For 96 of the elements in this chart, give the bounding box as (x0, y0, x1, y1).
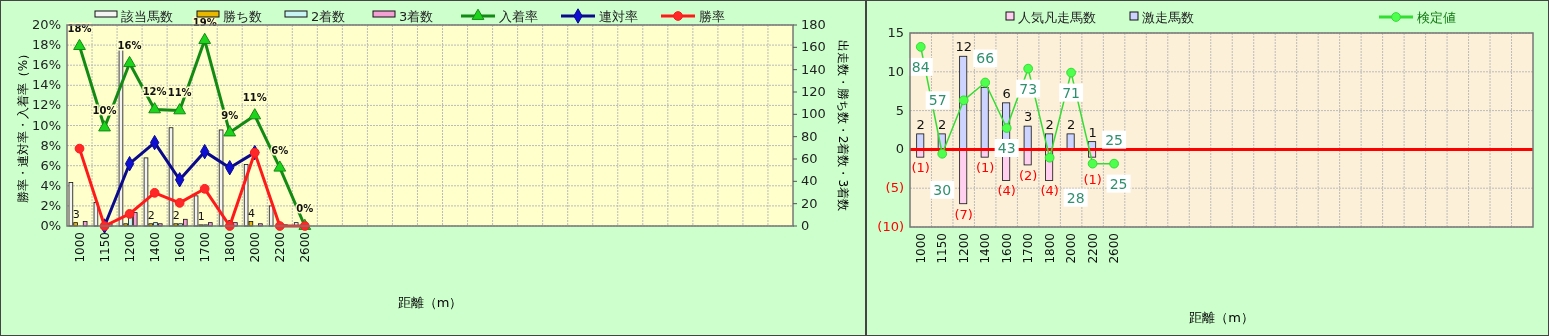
data-label: 2 (172, 208, 180, 222)
x-tick-label: 1000 (72, 232, 87, 263)
data-label: 2 (916, 116, 925, 132)
y2-axis-title: 出走数・勝ち数・2着数・3着数 (836, 39, 850, 212)
data-label: 2 (938, 116, 947, 132)
data-label: 84 (911, 58, 930, 75)
y-tick-label: 18% (32, 37, 61, 53)
data-label: 4 (247, 206, 255, 220)
y-tick-label: 10 (887, 63, 904, 79)
x-tick-label: 2000 (1064, 233, 1079, 264)
data-label: 71 (1062, 84, 1081, 101)
x-tick-label: 2200 (272, 232, 287, 263)
data-label: 1 (197, 209, 205, 223)
data-label: 6 (1002, 85, 1011, 101)
data-label: 18% (67, 23, 92, 35)
data-label: 57 (928, 92, 947, 109)
data-label: 3 (72, 207, 80, 221)
x-tick-label: 2200 (1085, 233, 1100, 264)
y2-tick-label: 0 (801, 218, 810, 233)
x-tick-label: 1000 (913, 233, 928, 264)
y-tick-label: 2% (40, 197, 61, 213)
data-label: 2 (1045, 116, 1054, 132)
y-tick-label: (10) (877, 219, 904, 234)
legend-label: 3着数 (399, 9, 434, 24)
y-tick-label: 4% (40, 177, 61, 193)
x-tick-label: 1800 (1042, 233, 1057, 264)
data-label: 43 (997, 140, 1016, 157)
y-tick-label: (5) (885, 180, 904, 196)
x-tick-label: 1150 (97, 232, 112, 263)
x-axis-title: 距離（m） (397, 295, 463, 310)
data-label: 66 (976, 50, 995, 67)
x-tick-label: 1200 (956, 233, 971, 264)
y2-tick-label: 60 (801, 151, 818, 166)
x-tick-label: 1600 (999, 233, 1014, 264)
x-tick-label: 1700 (1021, 233, 1036, 264)
y-tick-label: 5 (895, 102, 904, 118)
x-tick-label: 1800 (222, 232, 237, 263)
y2-tick-label: 140 (801, 61, 826, 77)
x-tick-label: 1400 (147, 232, 162, 263)
data-label: 25 (1109, 175, 1128, 192)
x-tick-label: 1600 (172, 232, 187, 263)
x-tick-label: 1200 (122, 232, 137, 263)
data-label: 19% (192, 17, 217, 29)
legend-label: 2着数 (311, 9, 346, 24)
data-label: (4) (997, 183, 1016, 199)
y2-tick-label: 80 (801, 128, 818, 144)
data-label: 1 (1088, 124, 1097, 140)
legend-label: 連対率 (599, 9, 638, 24)
data-label: (1) (975, 160, 995, 176)
x-tick-label: 2600 (1107, 233, 1122, 264)
legend-label: 該当馬数 (121, 9, 173, 24)
x-tick-label: 2600 (297, 232, 312, 263)
data-label: 11% (242, 92, 267, 104)
data-label: 3 (1024, 109, 1033, 125)
y-tick-label: 20% (32, 17, 61, 32)
y2-tick-label: 20 (801, 195, 818, 211)
y2-tick-label: 40 (801, 173, 818, 189)
legend-label: 入着率 (499, 9, 538, 24)
y-tick-label: 8% (40, 137, 61, 153)
data-label: 12 (955, 39, 972, 55)
y2-tick-label: 100 (801, 106, 826, 122)
data-label: 2 (147, 208, 155, 222)
y-tick-label: 12% (32, 97, 61, 113)
y-axis-title: 勝率・連対率・入着率（%） (16, 47, 30, 204)
legend-label: 検定値 (1417, 10, 1456, 25)
data-label: 73 (1019, 80, 1038, 97)
y-tick-label: 0% (40, 218, 61, 233)
y-tick-label: 14% (32, 77, 61, 93)
legend-label: 激走馬数 (1142, 10, 1194, 25)
x-axis-title: 距離（m） (1189, 310, 1254, 325)
data-label: (1) (911, 160, 930, 176)
legend-label: 勝ち数 (223, 9, 262, 24)
x-tick-label: 2000 (247, 232, 262, 263)
legend-label: 勝率 (699, 9, 725, 24)
x-tick-label: 1150 (935, 233, 950, 264)
data-label: 6% (271, 144, 289, 156)
data-label: 2 (1066, 116, 1076, 132)
y-tick-label: 10% (32, 117, 61, 133)
y-tick-label: 15 (887, 25, 904, 40)
data-label: (1) (1083, 172, 1102, 188)
data-label: 16% (117, 40, 142, 52)
data-label: 30 (933, 181, 952, 198)
x-tick-label: 1700 (197, 232, 212, 263)
y2-tick-label: 160 (801, 39, 826, 55)
data-label: 25 (1105, 131, 1123, 148)
y-tick-label: 0 (895, 141, 904, 157)
y2-tick-label: 120 (801, 84, 826, 99)
y-tick-label: 6% (40, 157, 61, 173)
x-tick-label: 1400 (978, 233, 993, 264)
data-label: (2) (1018, 167, 1038, 183)
y2-tick-label: 180 (801, 17, 826, 32)
y-tick-label: 16% (32, 57, 61, 73)
data-label: (4) (1040, 183, 1059, 199)
data-label: (7) (954, 206, 973, 222)
data-label: 28 (1066, 189, 1085, 206)
legend-label: 人気凡走馬数 (1018, 10, 1096, 25)
